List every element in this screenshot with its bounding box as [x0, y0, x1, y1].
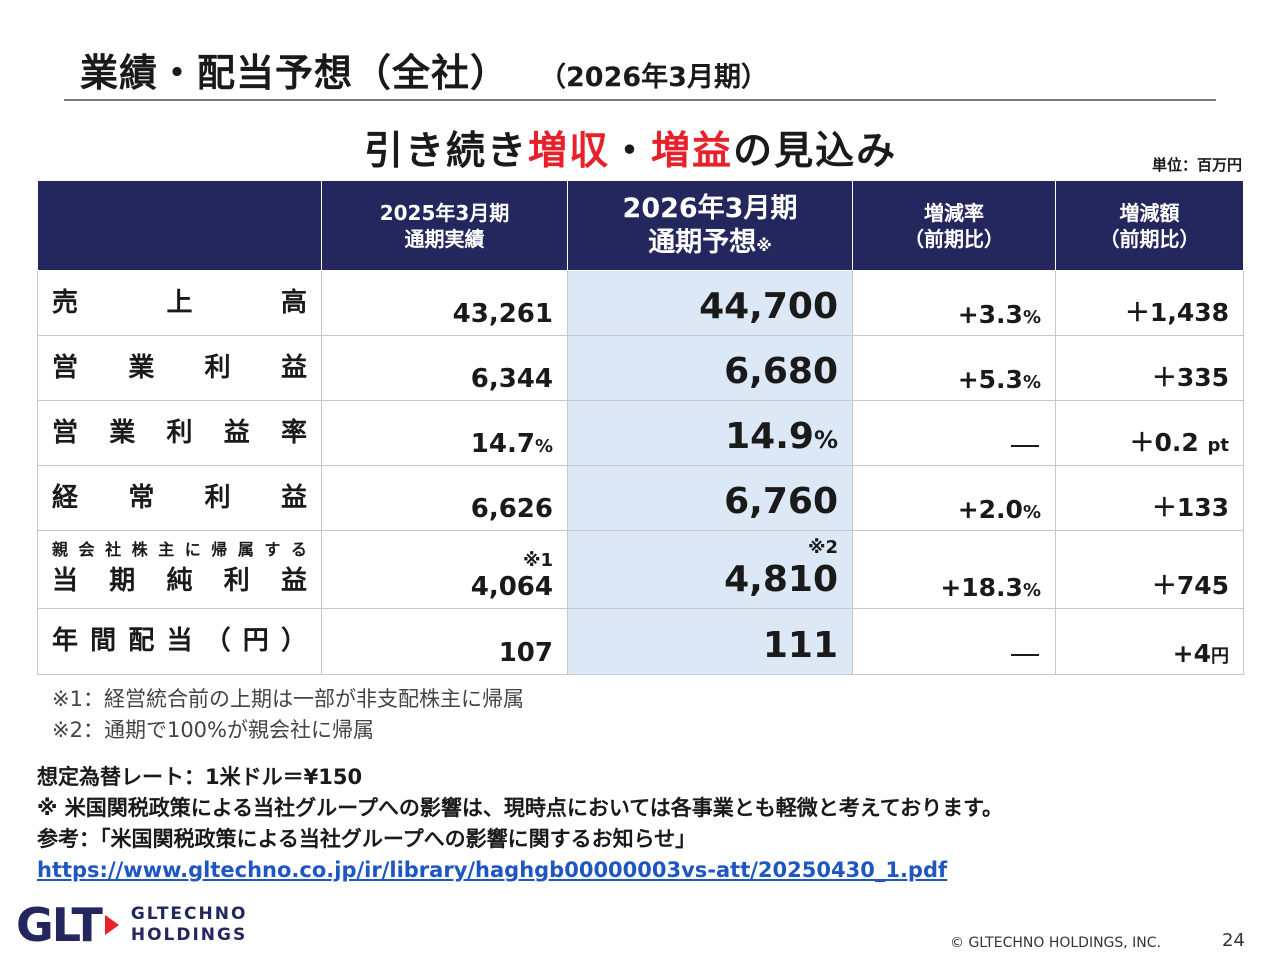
prev-value: 43,261: [321, 270, 568, 336]
title-divider: [64, 99, 1216, 101]
header-prev-actual: 2025年3月期 通期実績: [321, 180, 568, 271]
table-header-row: 2025年3月期 通期実績 2026年3月期 通期予想※ 増減率 （前期比） 増…: [37, 180, 1244, 271]
header-change-rate: 増減率 （前期比）: [852, 180, 1056, 271]
table-row-ordinary-income: 経常利益 6,626 6,760 +2.0% ＋133: [37, 465, 1244, 531]
header-forecast: 2026年3月期 通期予想※: [567, 180, 853, 271]
change-amount: ＋133: [1055, 465, 1244, 531]
change-rate: +2.0%: [852, 465, 1056, 531]
change-rate: [852, 400, 1056, 466]
change-amount: ＋335: [1055, 335, 1244, 401]
slide-title: 業績・配当予想（全社） （2026年3月期）: [80, 42, 768, 95]
table-row-operating-margin: 営業利益率 14.7% 14.9% ＋0.2 pt: [37, 400, 1244, 466]
change-rate: [852, 608, 1056, 675]
prev-value: 6,344: [321, 335, 568, 401]
change-rate: +3.3%: [852, 270, 1056, 336]
table-row-revenue: 売上高 43,261 44,700 +3.3% ＋1,438: [37, 270, 1244, 336]
logo-triangle-icon: [104, 915, 119, 935]
footnote-2: ※2：通期で100%が親会社に帰属: [52, 718, 374, 742]
change-rate: +5.3%: [852, 335, 1056, 401]
tariff-note: ※ 米国関税政策による当社グループへの影響は、現時点においては各事業とも軽微と考…: [37, 796, 1004, 820]
prev-value: 6,626: [321, 465, 568, 531]
headline: 引き続き増収・増益の見込み: [364, 120, 897, 176]
assumptions: 想定為替レート：1米ドル＝¥150 ※ 米国関税政策による当社グループへの影響は…: [37, 762, 1003, 886]
unit-label: 単位：百万円: [1151, 156, 1242, 174]
headline-part2: の見込み: [733, 129, 898, 174]
headline-emphasis-revenue: 増収: [528, 129, 611, 174]
table-row-net-income: 親会社株主に帰属する 当期純利益 ※1 4,064 ※2 4,810 +18.3% …: [37, 530, 1244, 609]
headline-emphasis-profit: 増益: [651, 129, 734, 174]
forecast-value: 14.9%: [567, 400, 853, 466]
copyright: © GLTECHNO HOLDINGS, INC.: [950, 935, 1162, 951]
header-empty: [37, 180, 322, 271]
prev-value: ※1 4,064: [321, 530, 568, 609]
row-label: 営業利益: [37, 335, 322, 401]
row-label: 売上高: [37, 270, 322, 336]
table-row-dividend: 年間配当（円） 107 111 +4円: [37, 608, 1244, 675]
headline-part1: 引き続き: [364, 129, 529, 174]
forecast-value: 6,760: [567, 465, 853, 531]
logo-wordmark: GLTECHNO HOLDINGS: [130, 904, 248, 945]
footnotes: ※1：経営統合前の上期は一部が非支配株主に帰属 ※2：通期で100%が親会社に帰…: [52, 684, 524, 746]
change-amount: ＋1,438: [1055, 270, 1244, 336]
reference-link[interactable]: https://www.gltechno.co.jp/ir/library/ha…: [37, 858, 948, 882]
change-amount: ＋745: [1055, 530, 1244, 609]
forecast-table: 2025年3月期 通期実績 2026年3月期 通期予想※ 増減率 （前期比） 増…: [37, 180, 1244, 675]
company-logo: GLT GLTECHNO HOLDINGS: [16, 902, 247, 948]
forecast-value: 6,680: [567, 335, 853, 401]
prev-value: 14.7%: [321, 400, 568, 466]
fx-assumption: 想定為替レート：1米ドル＝¥150: [37, 765, 363, 789]
forecast-value: 111: [567, 608, 853, 675]
change-rate: +18.3%: [852, 530, 1056, 609]
dash-mark: [1011, 654, 1039, 656]
prev-value: 107: [321, 608, 568, 675]
dash-mark: [1011, 445, 1039, 447]
table-row-operating-income: 営業利益 6,344 6,680 +5.3% ＋335: [37, 335, 1244, 401]
note-mark-1: ※1: [522, 550, 553, 571]
row-label: 親会社株主に帰属する 当期純利益: [37, 530, 322, 609]
forecast-value: 44,700: [567, 270, 853, 336]
page-subtitle: （2026年3月期）: [539, 62, 768, 93]
footnote-1: ※1：経営統合前の上期は一部が非支配株主に帰属: [52, 687, 524, 711]
reference-note: 参考：「米国関税政策による当社グループへの影響に関するお知らせ」: [37, 827, 697, 851]
row-label: 経常利益: [37, 465, 322, 531]
row-label: 年間配当（円）: [37, 608, 322, 675]
change-amount: ＋0.2 pt: [1055, 400, 1244, 466]
page-number: 24: [1222, 930, 1245, 951]
note-mark-2: ※2: [807, 537, 838, 558]
row-label: 営業利益率: [37, 400, 322, 466]
page-title: 業績・配当予想（全社）: [80, 51, 510, 95]
logo-mark: GLT: [16, 898, 103, 952]
forecast-value: ※2 4,810: [567, 530, 853, 609]
headline-separator: ・: [610, 129, 652, 174]
change-amount: +4円: [1055, 608, 1244, 675]
header-change-amount: 増減額 （前期比）: [1055, 180, 1244, 271]
